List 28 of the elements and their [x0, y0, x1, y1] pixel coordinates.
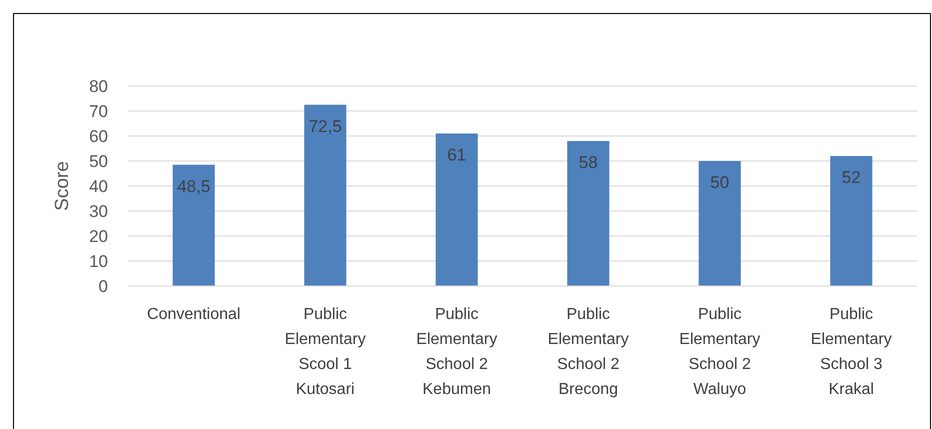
bar	[830, 156, 872, 286]
bar	[304, 104, 346, 286]
x-tick-label: Public Elementary Scool 1 Kutosari	[284, 306, 366, 398]
x-tick-label: Public Elementary School 3 Krakal	[810, 306, 892, 398]
y-tick-label: 40	[89, 176, 108, 196]
y-tick-label: 30	[89, 202, 108, 221]
y-tick-label: 80	[89, 76, 108, 96]
y-tick-label: 50	[89, 152, 108, 171]
data-label: 52	[842, 168, 861, 187]
data-label: 48,5	[177, 176, 210, 196]
x-tick-label: Public Elementary School 2 Waluyo	[679, 306, 760, 398]
y-axis-title: Score	[52, 161, 73, 211]
x-tick-label: Public Elementary School 2 Brecong	[548, 306, 629, 398]
x-tick-label: Conventional	[147, 306, 240, 323]
x-tick-label: Public Elementary School 2 Kebumen	[416, 306, 498, 398]
y-tick-label: 10	[89, 252, 108, 271]
bar	[698, 161, 741, 286]
bar	[436, 134, 478, 286]
data-label: 72,5	[308, 116, 342, 136]
bar	[567, 141, 610, 286]
bar	[172, 164, 215, 286]
data-label: 50	[710, 173, 730, 192]
data-label: 61	[447, 146, 466, 164]
y-tick-label: 60	[89, 126, 108, 146]
y-tick-label: 20	[89, 226, 108, 246]
y-tick-label: 0	[98, 276, 108, 296]
y-tick-label: 70	[89, 102, 108, 121]
data-label: 58	[578, 153, 598, 172]
